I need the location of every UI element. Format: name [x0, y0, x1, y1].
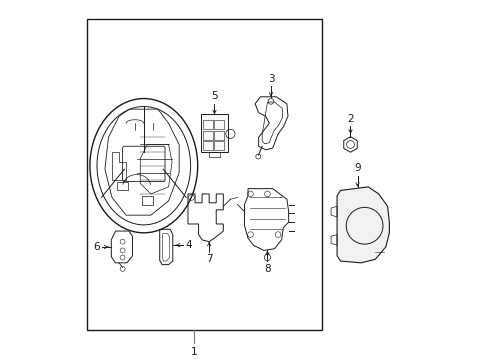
- Bar: [87, 19, 322, 330]
- Polygon shape: [336, 187, 388, 263]
- Bar: [142, 196, 152, 204]
- Bar: [203, 141, 212, 150]
- Text: 6: 6: [93, 242, 100, 252]
- Bar: [214, 131, 224, 140]
- Text: 8: 8: [264, 264, 270, 274]
- Bar: [214, 141, 224, 150]
- Bar: [209, 152, 219, 157]
- Text: 9: 9: [353, 163, 360, 174]
- Text: 4: 4: [185, 240, 192, 250]
- Bar: [203, 121, 212, 129]
- Text: 3: 3: [267, 74, 274, 84]
- Bar: [203, 131, 212, 140]
- Bar: [117, 181, 128, 190]
- Bar: [214, 121, 224, 129]
- Text: 1: 1: [190, 347, 197, 357]
- Text: 2: 2: [346, 114, 353, 123]
- Text: 5: 5: [211, 91, 217, 102]
- Bar: [201, 114, 227, 152]
- Text: 7: 7: [205, 254, 212, 264]
